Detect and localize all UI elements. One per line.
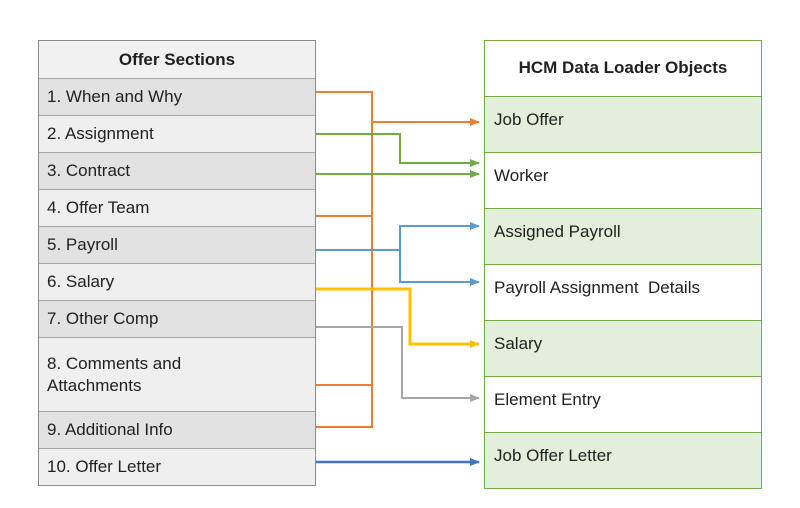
- offer-section-label: 3. Contract: [47, 161, 131, 181]
- offer-section-label: 2. Assignment: [47, 124, 154, 144]
- connector-lightblue-payroll: [316, 222, 480, 251]
- hcm-object-label: Assigned Payroll: [494, 222, 621, 241]
- hcm-object-row-element-entry: Element Entry: [485, 376, 761, 432]
- hcm-object-row-assigned-payroll: Assigned Payroll: [485, 208, 761, 264]
- connector-gray-element-entry: [316, 326, 480, 402]
- hcm-object-label: Payroll Assignment Details: [494, 278, 700, 297]
- offer-sections-header: Offer Sections: [39, 41, 315, 78]
- offer-section-row-10: 10. Offer Letter: [39, 448, 315, 485]
- offer-section-label: 5. Payroll: [47, 235, 118, 255]
- offer-section-label: 4. Offer Team: [47, 198, 150, 218]
- hcm-objects-header: HCM Data Loader Objects: [485, 41, 761, 96]
- connector-gold-salary: [314, 287, 480, 348]
- hcm-object-label: Worker: [494, 166, 549, 185]
- offer-section-row-1: 1. When and Why: [39, 78, 315, 115]
- hcm-object-label: Job Offer Letter: [494, 446, 612, 465]
- hcm-object-label: Element Entry: [494, 390, 601, 409]
- hcm-data-loader-objects-table: HCM Data Loader Objects Job Offer Worker…: [484, 40, 762, 489]
- offer-section-label: 10. Offer Letter: [47, 457, 162, 477]
- connector-green-worker: [316, 133, 480, 167]
- offer-section-row-5: 5. Payroll: [39, 226, 315, 263]
- offer-section-row-7: 7. Other Comp: [39, 300, 315, 337]
- offer-section-label: 1. When and Why: [47, 87, 183, 107]
- offer-section-label: 6. Salary: [47, 272, 115, 292]
- offer-section-row-9: 9. Additional Info: [39, 411, 315, 448]
- offer-sections-table: Offer Sections 1. When and Why 2. Assign…: [38, 40, 316, 486]
- hcm-object-row-payroll-assignment-details: Payroll Assignment Details: [485, 264, 761, 320]
- connector-lightblue-payroll: [399, 250, 480, 286]
- hcm-object-row-job-offer-letter: Job Offer Letter: [485, 432, 761, 488]
- offer-section-label: 8. Comments and Attachments: [47, 354, 182, 395]
- hcm-object-row-salary: Salary: [485, 320, 761, 376]
- hcm-object-label: Job Offer: [494, 110, 564, 129]
- offer-section-row-2: 2. Assignment: [39, 115, 315, 152]
- offer-section-row-6: 6. Salary: [39, 263, 315, 300]
- hcm-object-label: Salary: [494, 334, 543, 353]
- offer-section-row-8: 8. Comments and Attachments: [39, 337, 315, 411]
- hcm-object-row-job-offer: Job Offer: [485, 96, 761, 152]
- offer-section-row-4: 4. Offer Team: [39, 189, 315, 226]
- hcm-objects-title: HCM Data Loader Objects: [518, 58, 728, 78]
- connector-orange-job-offer: [316, 91, 373, 428]
- offer-section-label: 9. Additional Info: [47, 420, 173, 440]
- hcm-object-row-worker: Worker: [485, 152, 761, 208]
- offer-section-label: 7. Other Comp: [47, 309, 159, 329]
- offer-sections-title: Offer Sections: [118, 49, 236, 69]
- offer-section-row-3: 3. Contract: [39, 152, 315, 189]
